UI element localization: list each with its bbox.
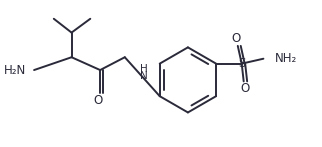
Text: S: S: [238, 57, 245, 70]
Text: H₂N: H₂N: [4, 64, 26, 77]
Text: N: N: [140, 71, 148, 81]
Text: H: H: [140, 64, 148, 74]
Text: O: O: [231, 32, 241, 45]
Text: O: O: [240, 82, 249, 95]
Text: O: O: [94, 94, 103, 107]
Text: NH₂: NH₂: [275, 52, 298, 65]
